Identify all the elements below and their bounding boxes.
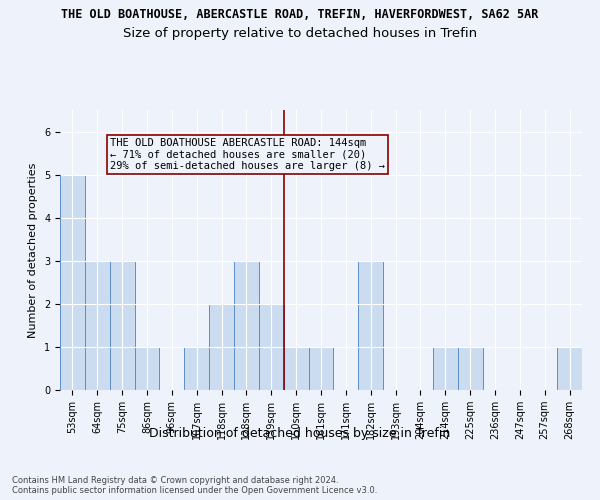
Bar (134, 347, 160, 390)
Bar (358, 261, 383, 390)
Bar (184, 347, 209, 390)
Bar (60, 174, 85, 390)
Bar (458, 347, 482, 390)
Bar (308, 347, 334, 390)
Bar (433, 347, 458, 390)
Text: Distribution of detached houses by size in Trefin: Distribution of detached houses by size … (149, 428, 451, 440)
Bar (234, 261, 259, 390)
Bar (557, 347, 582, 390)
Y-axis label: Number of detached properties: Number of detached properties (28, 162, 38, 338)
Bar (110, 261, 134, 390)
Bar (85, 261, 110, 390)
Text: THE OLD BOATHOUSE, ABERCASTLE ROAD, TREFIN, HAVERFORDWEST, SA62 5AR: THE OLD BOATHOUSE, ABERCASTLE ROAD, TREF… (61, 8, 539, 20)
Bar (209, 304, 234, 390)
Text: Contains HM Land Registry data © Crown copyright and database right 2024.
Contai: Contains HM Land Registry data © Crown c… (12, 476, 377, 495)
Bar (259, 304, 284, 390)
Text: THE OLD BOATHOUSE ABERCASTLE ROAD: 144sqm
← 71% of detached houses are smaller (: THE OLD BOATHOUSE ABERCASTLE ROAD: 144sq… (110, 138, 385, 171)
Bar (284, 347, 308, 390)
Text: Size of property relative to detached houses in Trefin: Size of property relative to detached ho… (123, 28, 477, 40)
